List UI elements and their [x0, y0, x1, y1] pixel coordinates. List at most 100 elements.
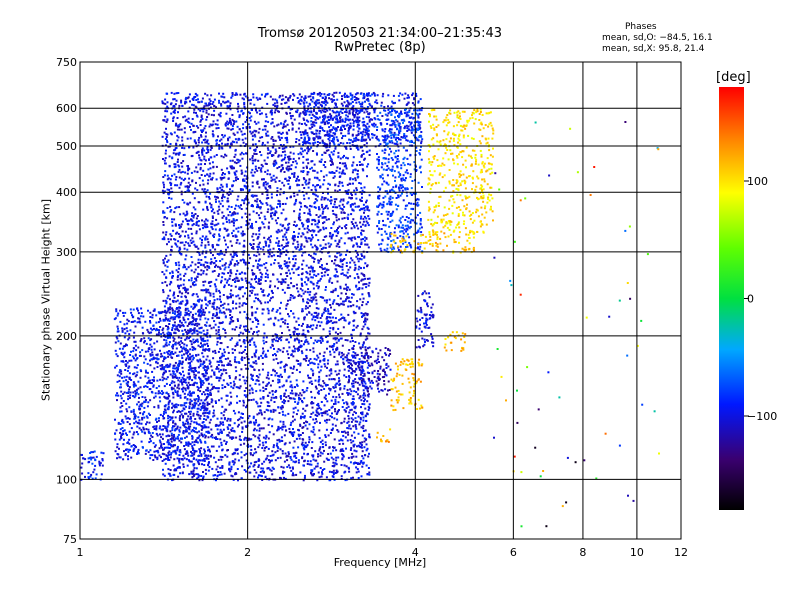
echo-point: [179, 225, 182, 228]
echo-point: [307, 288, 310, 291]
echo-point: [293, 203, 296, 206]
echo-point: [201, 313, 204, 316]
echo-point: [200, 305, 203, 308]
echo-point: [225, 218, 228, 221]
echo-point: [190, 343, 193, 346]
echo-point: [211, 176, 214, 179]
echo-point: [350, 420, 353, 423]
echo-point: [191, 441, 194, 444]
echo-point: [174, 163, 177, 166]
echo-point: [299, 245, 302, 248]
echo-point: [298, 115, 301, 118]
echo-point: [187, 181, 190, 184]
echo-point: [351, 368, 354, 371]
echo-point: [352, 344, 355, 347]
echo-point: [217, 424, 220, 427]
echo-point: [248, 213, 251, 216]
echo-point: [176, 245, 179, 248]
echo-point: [319, 384, 322, 387]
echo-point: [234, 153, 237, 156]
echo-point: [281, 131, 284, 134]
echo-point: [170, 445, 173, 448]
echo-point: [302, 292, 305, 295]
echo-point: [317, 339, 320, 342]
echo-point: [272, 207, 275, 210]
echo-point: [286, 303, 289, 305]
echo-point: [284, 363, 287, 366]
echo-point: [358, 363, 361, 366]
echo-point: [218, 146, 221, 149]
echo-point: [348, 411, 351, 414]
echo-point: [310, 238, 313, 241]
echo-point: [206, 401, 209, 404]
echo-point: [231, 279, 234, 281]
echo-point: [166, 425, 169, 428]
echo-point: [166, 139, 168, 142]
echo-point: [339, 450, 342, 453]
echo-point: [245, 187, 248, 190]
echo-point: [348, 112, 351, 115]
echo-point: [214, 123, 217, 126]
echo-point: [229, 211, 231, 213]
echo-point: [341, 217, 344, 220]
echo-point: [193, 96, 196, 99]
echo-point: [278, 200, 281, 203]
echo-point: [348, 288, 351, 291]
echo-point: [354, 425, 357, 428]
echo-point: [267, 437, 270, 440]
echo-point: [314, 316, 317, 318]
echo-point: [231, 328, 234, 331]
echo-point: [170, 209, 173, 212]
echo-point: [319, 446, 322, 449]
echo-point: [186, 189, 189, 192]
echo-point: [332, 176, 335, 179]
echo-point: [223, 312, 226, 315]
echo-point: [345, 274, 348, 277]
echo-point: [338, 251, 341, 254]
echo-point: [220, 104, 223, 107]
echo-point: [196, 477, 199, 480]
echo-point: [345, 253, 347, 256]
echo-point: [265, 336, 268, 339]
echo-point: [300, 248, 303, 251]
echo-point: [336, 411, 339, 414]
echo-point: [294, 461, 297, 464]
echo-point: [310, 396, 313, 399]
echo-point: [193, 243, 196, 246]
echo-point: [216, 438, 219, 440]
echo-point: [292, 235, 295, 238]
echo-point: [334, 104, 337, 107]
echo-point: [204, 324, 207, 327]
echo-point: [261, 178, 263, 181]
echo-point: [231, 316, 234, 319]
echo-point: [272, 467, 275, 470]
echo-point: [225, 372, 228, 375]
echo-point: [249, 226, 252, 229]
echo-point: [212, 166, 215, 169]
echo-point: [227, 283, 230, 286]
echo-point: [332, 348, 334, 351]
echo-point: [341, 268, 344, 271]
echo-point: [212, 295, 215, 298]
echo-point: [228, 376, 231, 379]
echo-point: [218, 139, 221, 142]
echo-point: [328, 409, 331, 411]
echo-point: [303, 358, 306, 361]
echo-point: [189, 321, 192, 324]
echo-point: [303, 397, 306, 400]
echo-point: [294, 166, 297, 169]
echo-point: [359, 146, 362, 149]
echo-point: [169, 373, 172, 376]
echo-point: [261, 273, 264, 276]
echo-point: [249, 343, 252, 346]
echo-point: [279, 361, 282, 364]
echo-point: [166, 217, 169, 220]
echo-point: [312, 418, 315, 421]
echo-point: [238, 438, 241, 441]
echo-point: [276, 110, 279, 113]
echo-point: [366, 207, 369, 210]
echo-point: [337, 303, 339, 306]
echo-point: [336, 275, 339, 278]
echo-point: [162, 183, 165, 186]
echo-point: [298, 227, 301, 230]
